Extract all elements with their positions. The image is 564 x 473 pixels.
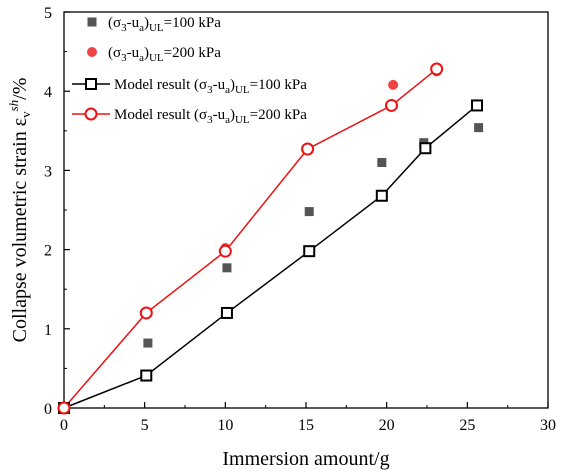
- legend-item: Model result (σ3-ua)UL=100 kPa: [72, 77, 307, 96]
- axis-ticks: 0 5 10 15 20 25 30 0 1 2 3 4 5: [44, 5, 556, 434]
- series-points: [58, 99, 484, 414]
- y-tick-label: 3: [44, 163, 52, 180]
- legend-label: Model result (σ3-ua)UL=200 kPa: [114, 107, 307, 126]
- legend-marker: [87, 17, 97, 27]
- model-point: [375, 189, 388, 202]
- y-tick-label: 1: [44, 322, 52, 339]
- model-point: [471, 99, 484, 112]
- y-tick-label: 0: [44, 401, 52, 418]
- model-point: [218, 244, 232, 258]
- model-point: [303, 245, 316, 258]
- y-axis-label: Collapse volumetric strain εvsh/%: [6, 78, 33, 343]
- data-point: [474, 123, 484, 133]
- data-point: [222, 263, 232, 273]
- model-point: [385, 98, 399, 112]
- data-point: [377, 157, 387, 167]
- x-tick-label: 20: [379, 417, 395, 434]
- series-line: [63, 104, 478, 409]
- legend-marker: [87, 47, 97, 57]
- y-tick-label: 4: [44, 84, 52, 101]
- legend-marker: [84, 107, 98, 121]
- model-point: [301, 142, 315, 156]
- x-tick-label: 0: [60, 417, 68, 434]
- model-point: [430, 62, 444, 76]
- legend-item: (σ3-ua)UL=200 kPa: [87, 45, 221, 64]
- x-tick-label: 5: [141, 417, 149, 434]
- legend-marker: [85, 78, 97, 90]
- legend-label: (σ3-ua)UL=200 kPa: [108, 45, 221, 64]
- legend-label: Model result (σ3-ua)UL=100 kPa: [114, 77, 307, 96]
- x-tick-label: 30: [540, 417, 556, 434]
- model-point: [139, 306, 153, 320]
- series-points: [59, 123, 484, 413]
- series-line: [63, 68, 438, 409]
- model-point: [419, 142, 432, 155]
- model-point: [140, 369, 153, 382]
- legend: (σ3-ua)UL=100 kPa (σ3-ua)UL=200 kPa Model …: [72, 15, 307, 126]
- y-tick-label: 2: [44, 243, 52, 260]
- legend-item: Model result (σ3-ua)UL=200 kPa: [72, 107, 307, 126]
- y-tick-label: 5: [44, 5, 52, 22]
- model-point: [57, 401, 71, 415]
- legend-item: (σ3-ua)UL=100 kPa: [87, 15, 221, 34]
- model-point: [220, 306, 233, 319]
- data-point: [388, 79, 399, 90]
- x-tick-label: 15: [298, 417, 314, 434]
- data-point: [304, 207, 314, 217]
- x-tick-label: 25: [459, 417, 475, 434]
- data-point: [143, 338, 153, 348]
- x-tick-label: 10: [217, 417, 233, 434]
- series-points: [57, 62, 444, 415]
- chart-marks: [57, 62, 484, 415]
- x-axis-label: Immersion amount/g: [222, 448, 389, 470]
- legend-label: (σ3-ua)UL=100 kPa: [108, 15, 221, 34]
